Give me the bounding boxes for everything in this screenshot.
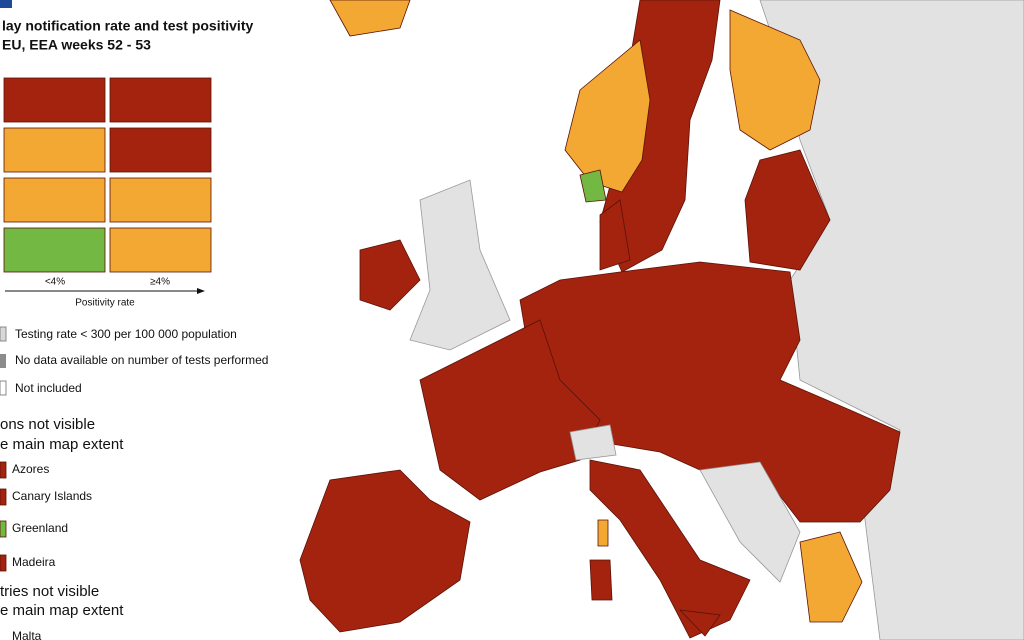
- swatch: [0, 354, 6, 368]
- norway-south: [579, 169, 607, 203]
- uk: [409, 179, 511, 351]
- legend-cell: [109, 77, 212, 123]
- swatch: [0, 554, 7, 572]
- swatch: [0, 461, 7, 479]
- title: lay notification rate and test positivit…: [2, 18, 253, 34]
- iberia: [299, 469, 471, 633]
- sicily: [678, 609, 721, 637]
- legend-x-label: <4%: [45, 277, 65, 288]
- legend-cell: [109, 127, 212, 173]
- legend-cell: [109, 177, 212, 223]
- swatch: [0, 520, 7, 538]
- legend-x-label: ≥4%: [150, 277, 170, 288]
- logo: [0, 0, 12, 8]
- swatch: [0, 380, 7, 396]
- finland: [729, 9, 821, 151]
- legend-item: No data available on number of tests per…: [15, 353, 268, 367]
- switzerland: [569, 424, 617, 461]
- corsica: [597, 519, 609, 547]
- legend-axis-label: Positivity rate: [75, 298, 135, 309]
- map: [299, 0, 1024, 640]
- legend-heading: e main map extent: [0, 436, 124, 453]
- legend-heading: e main map extent: [0, 602, 124, 619]
- subtitle: EU, EEA weeks 52 - 53: [2, 37, 151, 53]
- legend-grid: [3, 77, 212, 273]
- balkans: [699, 461, 801, 583]
- legend-cell: [3, 77, 106, 123]
- region-item: Canary Islands: [12, 489, 92, 503]
- swatch: [0, 326, 7, 342]
- legend-arrowhead: [197, 288, 205, 294]
- region-item: Azores: [12, 462, 49, 476]
- region-item: Greenland: [12, 521, 68, 535]
- legend-cell: [3, 127, 106, 173]
- legend-item: Not included: [15, 381, 82, 395]
- norway: [564, 39, 651, 193]
- sardinia: [589, 559, 613, 601]
- baltics: [744, 149, 831, 271]
- greece: [799, 531, 863, 623]
- legend-cell: [109, 227, 212, 273]
- legend-heading: ons not visible: [0, 416, 95, 433]
- legend-item: Testing rate < 300 per 100 000 populatio…: [15, 327, 237, 341]
- ireland: [359, 239, 421, 311]
- legend-cell: [3, 227, 106, 273]
- legend-heading: tries not visible: [0, 583, 99, 600]
- country-item: Malta: [12, 629, 42, 640]
- region-item: Madeira: [12, 555, 56, 569]
- denmark: [599, 199, 631, 271]
- legend-cell: [3, 177, 106, 223]
- swatch: [0, 488, 7, 506]
- iceland: [329, 0, 411, 37]
